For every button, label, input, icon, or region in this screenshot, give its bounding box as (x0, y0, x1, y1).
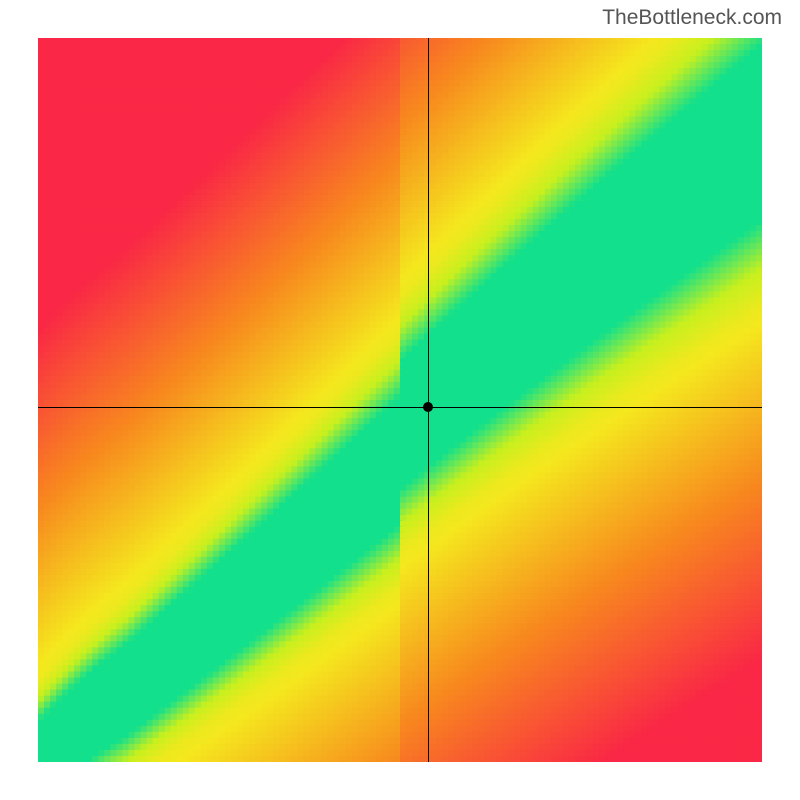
data-point-marker (423, 402, 433, 412)
chart-container: TheBottleneck.com (0, 0, 800, 800)
bottleneck-heatmap (38, 38, 762, 762)
crosshair-vertical (428, 38, 429, 762)
crosshair-horizontal (38, 407, 762, 408)
watermark-text: TheBottleneck.com (602, 6, 782, 30)
